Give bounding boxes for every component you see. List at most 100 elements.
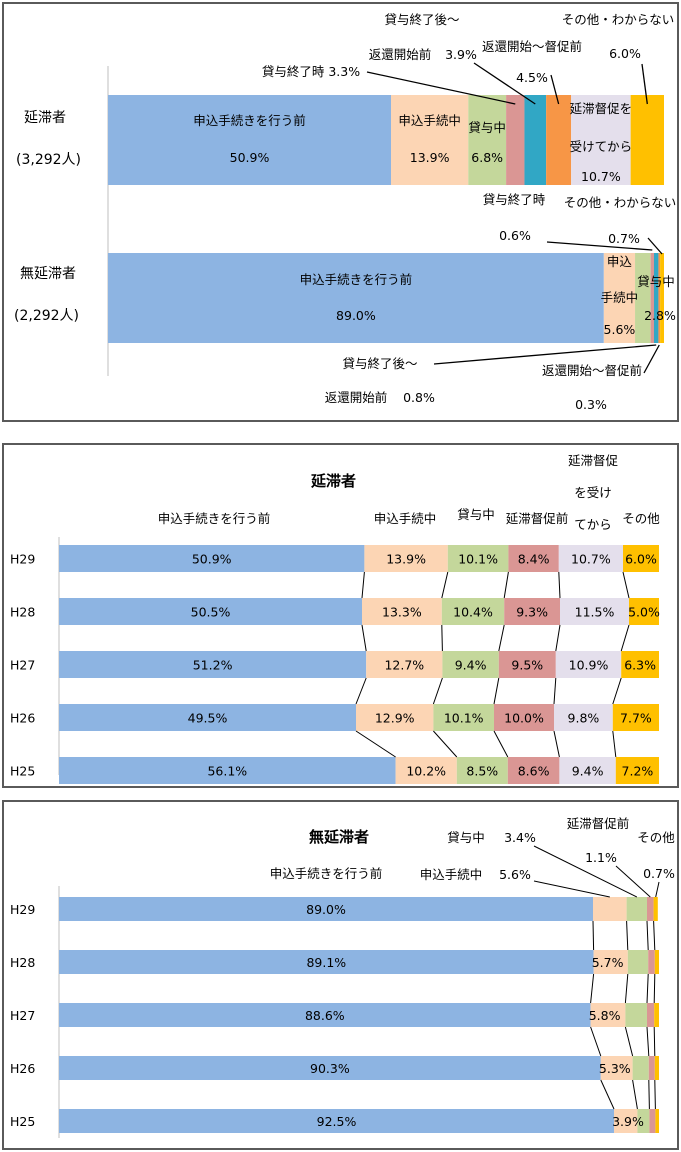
series-connector-line: [432, 677, 443, 705]
bar-segment: [554, 704, 613, 731]
nondelinquent-trend-chart: 無延滞者 H29 89.0% H28 89.1% 5.7% H27 88.6% 5.8% H26…: [10, 816, 675, 1138]
bar-segment: [593, 950, 628, 974]
data-label: 89.1%: [306, 955, 346, 970]
data-label: 89.0%: [336, 308, 376, 323]
data-label: 13.3%: [382, 605, 422, 620]
data-label: 5.0%: [628, 605, 660, 620]
category-label: H25: [10, 1114, 35, 1129]
bar-segment: [627, 950, 649, 974]
bar-segment: [507, 757, 560, 784]
bar-segment: [59, 950, 594, 974]
bar-segment: [59, 1056, 601, 1080]
legend-label: 申込手続中: [420, 867, 483, 882]
series-connector-line: [612, 730, 617, 758]
category-label: H28: [10, 605, 35, 620]
legend-label: 5.6%: [499, 867, 531, 882]
series-connector-line: [441, 624, 443, 652]
data-label: その他・わからない: [562, 12, 675, 27]
bar-segment: [494, 704, 554, 731]
data-label: 返還開始～督促前: [482, 39, 582, 54]
data-label: 3.9%: [612, 1114, 644, 1129]
chart-title: 延滞者: [310, 472, 356, 490]
data-label: 8.5%: [466, 764, 498, 779]
data-label: 7.2%: [622, 764, 654, 779]
data-label: 6.0%: [625, 552, 657, 567]
bar-segment: [506, 95, 525, 185]
bar-segment: [555, 651, 622, 678]
bar-segment: [498, 651, 556, 678]
bar-segment: [660, 253, 664, 343]
bar-segment: [504, 598, 560, 625]
bar-segment: [647, 897, 654, 921]
legend-label: その他: [637, 830, 675, 845]
data-label: 13.9%: [410, 150, 450, 165]
bar-segment: [356, 704, 434, 731]
data-label: 92.5%: [317, 1114, 357, 1129]
bar-segment: [59, 1003, 591, 1027]
data-label: 0.7%: [608, 231, 640, 246]
legend-label: を受け: [574, 485, 612, 500]
data-label: 0.3%: [575, 397, 607, 412]
bar-segment: [391, 95, 469, 185]
legend-label: 申込手続中: [374, 511, 437, 526]
bar-segment: [59, 545, 365, 572]
bar-segment: [603, 253, 636, 343]
bar-segment: [593, 897, 627, 921]
chart-panel-overview: 延滞者 (3,292人) 無延滞者 (2,292人) 申込手続きを行う前 50.9…: [2, 2, 679, 422]
data-label: 10.1%: [444, 711, 484, 726]
data-label: 返還開始前: [325, 390, 388, 405]
series-connector-line: [622, 571, 630, 599]
bar-segment: [59, 651, 367, 678]
bar-segment: [649, 1109, 656, 1133]
bar-segment: [635, 253, 651, 343]
data-label: 10.7%: [571, 552, 611, 567]
series-connector-line: [355, 730, 396, 758]
category-label: H27: [10, 1008, 35, 1023]
delinquent-trend-chart: 延滞者 H29 50.9% 13.9% 10.1% 8.4% 10.7% 6.0% H28 50…: [10, 453, 660, 784]
bar-segment: [590, 1003, 626, 1027]
leader-line: [533, 880, 610, 898]
legend-label: 1.1%: [585, 850, 617, 865]
legend-label: 貸与中: [457, 507, 495, 522]
category-label: 延滞者: [24, 110, 66, 126]
series-connector-line: [590, 973, 595, 1004]
bar-segment: [637, 1109, 650, 1133]
legend-label: 延滞督促前: [567, 816, 630, 831]
data-label: 0.8%: [403, 390, 435, 405]
data-label: 12.9%: [375, 711, 415, 726]
bar-segment: [571, 95, 631, 185]
bar-segment: [366, 651, 443, 678]
series-connector-line: [558, 571, 561, 599]
bar-segment: [59, 897, 593, 921]
series-connector-line: [592, 920, 595, 951]
category-label: H26: [10, 711, 35, 726]
bar-segment: [456, 757, 508, 784]
series-connector-line: [361, 571, 365, 599]
series-connector-line: [626, 920, 629, 951]
series-connector-line: [441, 571, 449, 599]
legend-label: 3.4%: [504, 830, 536, 845]
category-count-label: (3,292人): [16, 152, 81, 168]
data-label: 申込: [607, 254, 633, 269]
bar-segment: [653, 253, 659, 343]
data-label: 貸与中: [468, 120, 506, 135]
chart-panel-delinquent: 延滞者 H29 50.9% 13.9% 10.1% 8.4% 10.7% 6.0% H28 50…: [2, 443, 679, 788]
bar-segment: [650, 253, 654, 343]
series-connector-line: [355, 677, 367, 705]
bar-segment: [625, 1003, 647, 1027]
bar-segment: [621, 651, 659, 678]
data-label: 10.2%: [406, 764, 446, 779]
series-connector-line: [361, 624, 367, 652]
data-label: その他・わからない: [564, 195, 677, 210]
bar-segment: [600, 1056, 633, 1080]
category-label: H27: [10, 658, 35, 673]
data-label: 6.0%: [609, 46, 641, 61]
series-connector-line: [653, 973, 656, 1004]
series-connector-line: [553, 730, 560, 758]
bar-segment: [632, 1056, 649, 1080]
series-connector-line: [648, 1079, 650, 1110]
leader-line: [533, 845, 638, 898]
bar-segment: [614, 1109, 638, 1133]
data-label: 貸与終了時: [483, 192, 546, 207]
data-label: 延滞督促を: [570, 101, 633, 116]
